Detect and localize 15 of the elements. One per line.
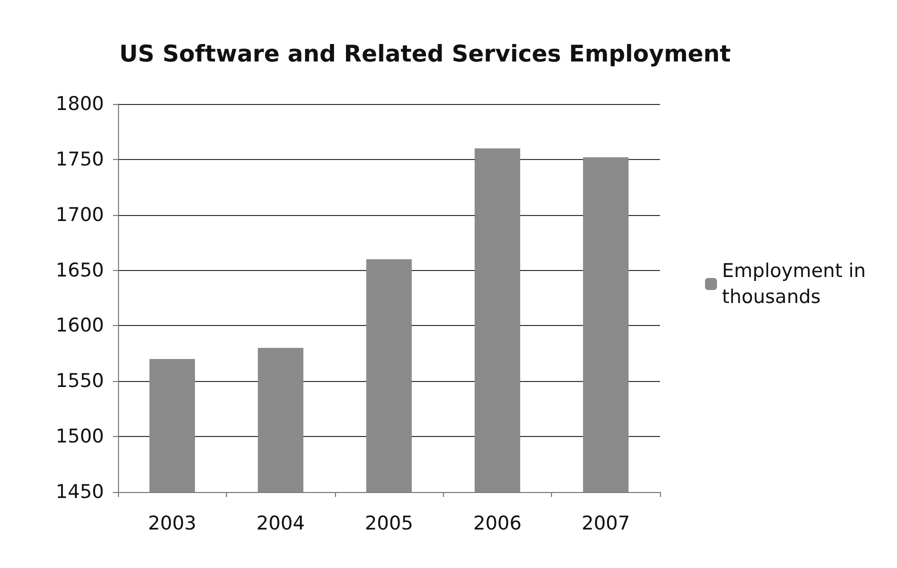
y-tick-label: 1700 xyxy=(56,204,104,226)
y-tick-label: 1600 xyxy=(56,314,104,337)
x-tick-label: 2005 xyxy=(364,512,414,534)
x-tick-label: 2007 xyxy=(582,512,630,534)
y-tick-label: 1650 xyxy=(56,259,104,282)
y-tick-label: 1800 xyxy=(56,93,104,115)
chart-title: US Software and Related Services Employment xyxy=(119,42,731,68)
y-tick-label: 1550 xyxy=(56,370,104,392)
y-tick-label: 1450 xyxy=(56,481,104,503)
y-tick-label: 1500 xyxy=(56,426,104,448)
x-tick-label: 2003 xyxy=(148,512,196,534)
x-tick-label: 2004 xyxy=(256,512,305,534)
y-tick-label: 1750 xyxy=(56,148,104,170)
x-tick-label: 2006 xyxy=(473,512,522,534)
legend-label: Employment in thousands xyxy=(722,260,872,308)
